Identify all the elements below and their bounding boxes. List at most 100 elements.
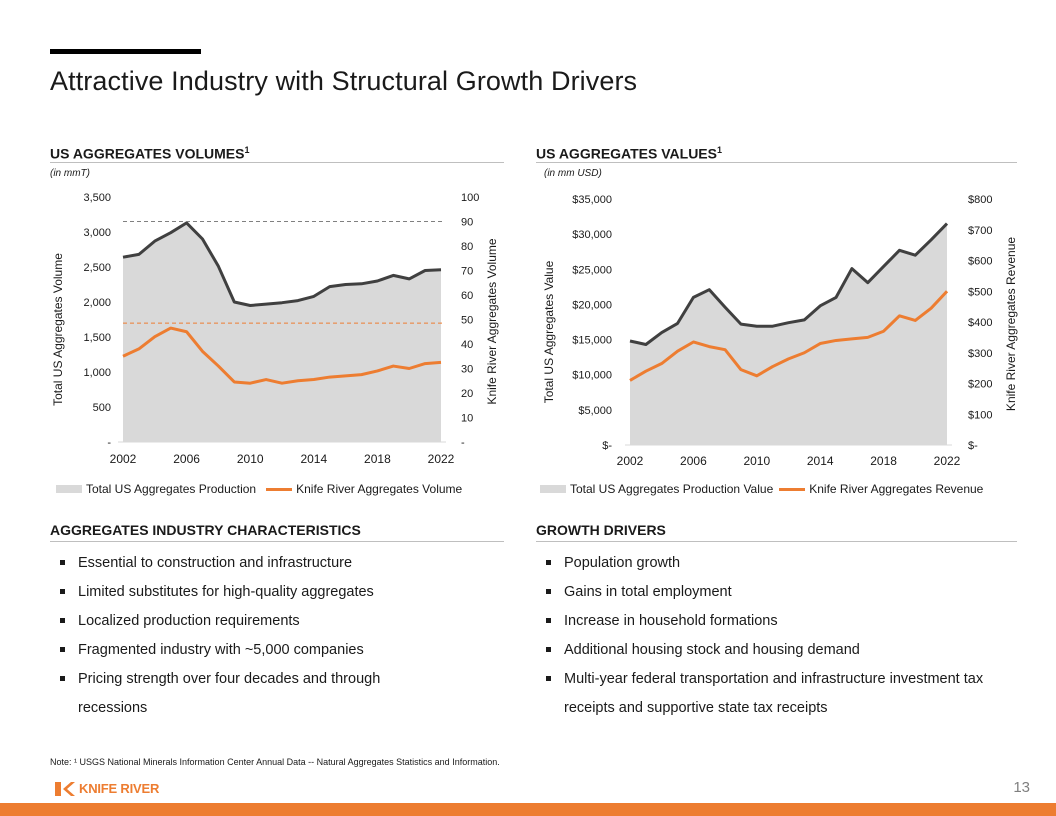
list-item-text: Essential to construction and infrastruc… [78,555,353,571]
values-section-rule [536,162,1017,163]
list-item: Pricing strength over four decades and t… [50,665,450,723]
list-item-text: Population growth [564,555,681,571]
y-axis-title: Total US Aggregates Value [542,260,556,403]
list-item-text: Localized production requirements [78,613,300,629]
y2-tick-label: 70 [461,266,473,278]
list-item: Population growth [536,549,1014,578]
characteristics-rule [50,541,504,542]
y-tick-label: 500 [93,402,111,414]
values-section-title: US AGGREGATES VALUES1 [536,145,722,162]
bullet-icon [60,676,65,681]
list-item-text: Additional housing stock and housing dem… [564,642,860,658]
characteristics-title: AGGREGATES INDUSTRY CHARACTERISTICS [50,522,361,538]
list-item: Essential to construction and infrastruc… [50,549,450,578]
y-tick-label: 3,500 [83,192,111,204]
legend-knife-river-volume: Knife River Aggregates Volume [296,482,463,496]
area-series-line [629,222,949,346]
bullet-icon [546,647,551,652]
y2-tick-label: $600 [968,256,992,268]
y2-tick-label: $500 [968,286,992,298]
y-tick-label: 2,500 [83,262,111,274]
list-item-text: Pricing strength over four decades and t… [78,671,381,716]
list-item: Multi-year federal transportation and in… [536,665,1014,723]
x-tick-label: 2010 [743,454,770,468]
area-series-line [122,221,442,307]
knife-river-logo: KNIFE RIVER [55,781,159,796]
area-series-fill [123,222,441,442]
list-item: Gains in total employment [536,578,1014,607]
y2-tick-label: 60 [461,290,473,302]
y-tick-label: $30,000 [572,229,612,241]
list-item-text: Multi-year federal transportation and in… [564,671,984,716]
volumes-unit: (in mmT) [50,168,90,179]
y2-tick-label: 20 [461,388,473,400]
bullet-icon [60,618,65,623]
knife-river-logo-icon [55,781,75,796]
y2-tick-label: $700 [968,225,992,237]
list-item: Fragmented industry with ~5,000 companie… [50,636,450,665]
values-title-footnote: 1 [716,145,722,155]
legend-line-swatch [779,487,806,491]
volumes-chart: 2002 2006 2010 2014 2018 2022-5001,0001,5002,… [51,192,499,466]
y-axis-title: Total US Aggregates Volume [51,253,65,406]
y-tick-label: $20,000 [572,299,612,311]
y-tick-label: 3,000 [83,227,111,239]
bullet-icon [546,560,551,565]
list-item-text: Fragmented industry with ~5,000 companie… [78,642,364,658]
x-tick-label: 2018 [870,454,897,468]
y2-tick-label: 10 [461,413,473,425]
x-tick-label: 2014 [807,454,834,468]
x-tick-label: 2006 [680,454,707,468]
x-tick-label: 2014 [300,452,327,466]
y-tick-label: $35,000 [572,194,612,206]
y2-tick-label: $400 [968,317,992,329]
y2-tick-label: 50 [461,315,473,327]
y-tick-label: 2,000 [83,297,111,309]
x-tick-label: 2002 [617,454,644,468]
x-tick-label: 2022 [934,454,961,468]
x-tick-label: 2006 [173,452,200,466]
y-tick-label: - [107,437,111,449]
values-unit: (in mm USD) [544,168,602,179]
y-tick-label: $25,000 [572,264,612,276]
y2-tick-label: 40 [461,339,473,351]
y2-tick-label: 100 [461,192,479,204]
volumes-title-text: US AGGREGATES VOLUMES [50,145,245,162]
y2-axis-title: Knife River Aggregates Revenue [1004,237,1018,411]
values-legend: Total US Aggregates Production Value Kni… [540,482,983,496]
growth-drivers-list: Population growth Gains in total employm… [536,549,1014,723]
list-item: Increase in household formations [536,607,1014,636]
bullet-icon [60,647,65,652]
y2-tick-label: 80 [461,241,473,253]
volumes-title-footnote: 1 [244,145,250,155]
x-tick-label: 2022 [428,452,455,466]
y2-tick-label: 30 [461,364,473,376]
y2-tick-label: $200 [968,379,992,391]
characteristics-list: Essential to construction and infrastruc… [50,549,450,723]
y-tick-label: $15,000 [572,335,612,347]
list-item: Additional housing stock and housing dem… [536,636,1014,665]
x-tick-label: 2002 [110,452,137,466]
y-tick-label: 1,500 [83,332,111,344]
legend-total-production: Total US Aggregates Production [86,482,257,496]
volumes-section-title: US AGGREGATES VOLUMES1 [50,145,249,162]
bullet-icon [60,589,65,594]
legend-area-swatch [56,485,82,493]
list-item: Localized production requirements [50,607,450,636]
values-chart: 2002 2006 2010 2014 2018 2022 $- $5,000 $10,000 $… [542,194,1018,468]
y-tick-label: $- [602,440,612,452]
bullet-icon [546,589,551,594]
y2-tick-label: $800 [968,194,992,206]
line-series [629,290,949,382]
y2-tick-label: $300 [968,348,992,360]
y2-axis-title: Knife River Aggregates Volume [485,238,499,404]
y-tick-label: $5,000 [578,405,612,417]
y2-tick-label: - [461,437,465,449]
legend-knife-river-revenue: Knife River Aggregates Revenue [809,482,984,496]
list-item-text: Increase in household formations [564,613,778,629]
legend-area-swatch [540,485,566,493]
y2-tick-label: $100 [968,409,992,421]
y2-tick-label: $- [968,440,978,452]
list-item-text: Gains in total employment [564,584,732,600]
area-series-fill [630,223,947,445]
